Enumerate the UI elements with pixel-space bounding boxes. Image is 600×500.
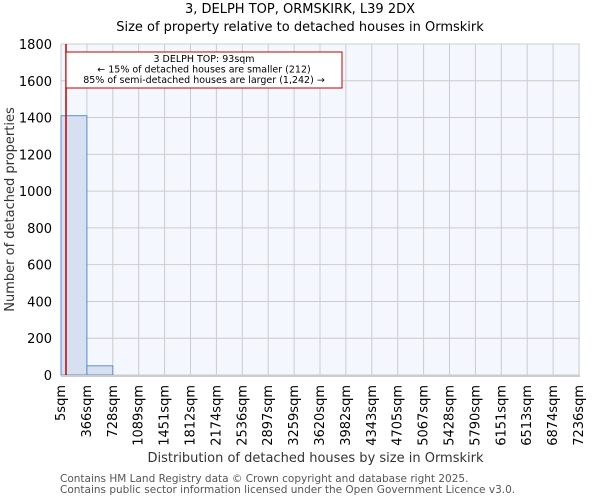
y-tick-label: 400 bbox=[27, 295, 52, 310]
x-tick-label: 5790sqm bbox=[468, 385, 483, 446]
x-tick-label: 4343sqm bbox=[365, 385, 380, 446]
y-tick-label: 0 bbox=[44, 369, 52, 384]
footer-licence: Contains public sector information licen… bbox=[60, 484, 516, 496]
x-tick-label: 6151sqm bbox=[494, 385, 509, 446]
x-axis-label: Distribution of detached houses by size … bbox=[147, 451, 483, 466]
x-tick-label: 5428sqm bbox=[443, 385, 458, 446]
x-tick-label: 3259sqm bbox=[287, 385, 302, 446]
x-tick-label: 728sqm bbox=[106, 385, 121, 438]
x-tick-label: 3620sqm bbox=[313, 385, 328, 446]
x-tick-label: 5sqm bbox=[54, 385, 69, 421]
x-tick-label: 1812sqm bbox=[184, 385, 199, 446]
y-tick-label: 800 bbox=[27, 222, 52, 237]
histogram-bar bbox=[86, 365, 114, 376]
x-tick-label: 2897sqm bbox=[261, 385, 276, 446]
annotation-text: 3 DELPH TOP: 93sqm bbox=[153, 54, 254, 65]
x-tick-label: 5067sqm bbox=[417, 385, 432, 446]
x-tick-label: 6513sqm bbox=[520, 385, 535, 446]
y-tick-label: 1600 bbox=[19, 75, 52, 90]
x-tick-label: 4705sqm bbox=[391, 385, 406, 446]
chart-subtitle: Size of property relative to detached ho… bbox=[116, 20, 484, 35]
chart-title: 3, DELPH TOP, ORMSKIRK, L39 2DX bbox=[184, 2, 416, 17]
y-axis-label: Number of detached properties bbox=[3, 107, 18, 312]
annotation-text: 85% of semi-detached houses are larger (… bbox=[83, 75, 325, 86]
histogram-bar bbox=[60, 115, 88, 376]
x-tick-label: 6874sqm bbox=[546, 385, 561, 446]
annotation-box bbox=[65, 51, 343, 89]
x-tick-label: 2174sqm bbox=[209, 385, 224, 446]
footer-copyright: Contains HM Land Registry data © Crown c… bbox=[60, 473, 469, 485]
y-tick-label: 1800 bbox=[19, 38, 52, 53]
y-tick-label: 1000 bbox=[19, 185, 52, 200]
x-tick-label: 3982sqm bbox=[339, 385, 354, 446]
annotation-text: ← 15% of detached houses are smaller (21… bbox=[97, 65, 310, 76]
y-tick-label: 1400 bbox=[19, 112, 52, 127]
y-tick-label: 600 bbox=[27, 259, 52, 274]
x-tick-label: 2536sqm bbox=[235, 385, 250, 446]
x-tick-label: 7236sqm bbox=[572, 385, 587, 446]
y-tick-label: 1200 bbox=[19, 148, 52, 163]
x-tick-label: 1451sqm bbox=[158, 385, 173, 446]
x-tick-label: 1089sqm bbox=[132, 385, 147, 446]
y-tick-label: 200 bbox=[27, 332, 52, 347]
x-tick-label: 366sqm bbox=[80, 385, 95, 438]
